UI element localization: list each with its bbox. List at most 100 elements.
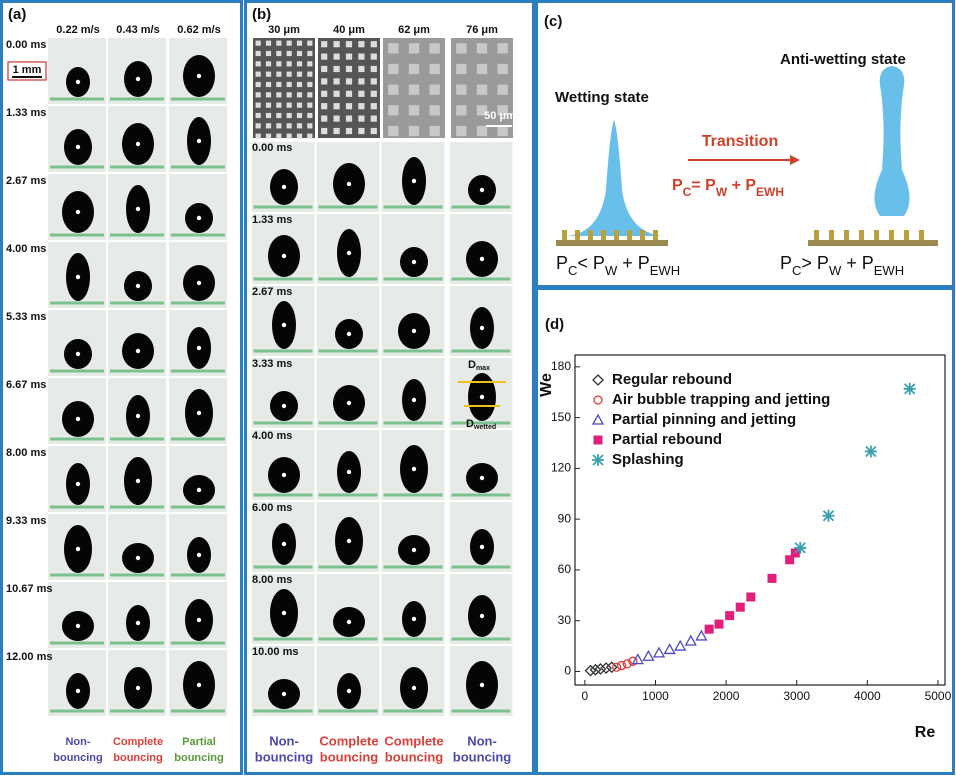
pillar	[321, 78, 327, 84]
pillar	[409, 105, 419, 115]
panel-b: (b)30 μm40 μm62 μm76 μm50 μm0.00 ms1.33 …	[246, 2, 534, 774]
droplet-highlight	[347, 182, 351, 186]
point	[736, 603, 745, 612]
pillar	[371, 128, 377, 134]
legend-label: Splashing	[612, 451, 684, 468]
outcome-label: bouncing	[385, 749, 444, 764]
pillar	[371, 103, 377, 109]
panel-label: (c)	[544, 13, 562, 30]
pillar	[334, 54, 340, 60]
droplet-highlight	[480, 188, 484, 192]
pillar	[321, 66, 327, 72]
time-label: 2.67 ms	[252, 286, 292, 298]
pillar	[287, 113, 292, 118]
time-label: 8.00 ms	[252, 574, 292, 586]
outcome-label: Complete	[384, 733, 443, 748]
droplet-highlight	[136, 556, 140, 560]
droplet-highlight	[480, 476, 484, 480]
dwetted-label-part: wetted	[473, 424, 496, 431]
pillar	[297, 51, 302, 56]
droplet-highlight	[76, 689, 80, 693]
transition-label: Transition	[702, 133, 778, 150]
droplet-highlight	[136, 414, 140, 418]
pillar	[358, 54, 364, 60]
pillar	[346, 41, 352, 47]
pillar	[307, 51, 312, 56]
pillar	[456, 105, 466, 115]
texture-image	[318, 38, 380, 138]
dmax-label-part: D	[468, 359, 476, 371]
pillar	[388, 64, 398, 74]
pillar	[287, 51, 292, 56]
y-tick-label: 90	[558, 511, 572, 525]
pillar	[287, 72, 292, 77]
pillar	[388, 85, 398, 95]
droplet-highlight	[136, 686, 140, 690]
pillar	[388, 43, 398, 53]
pillar	[256, 134, 261, 139]
point	[794, 542, 806, 554]
transition-condition-part: C	[683, 185, 692, 199]
pillar	[358, 116, 364, 122]
figure: (a)0.22 m/s0.43 m/s0.62 m/s0.00 ms1.33 m…	[0, 0, 956, 776]
pillar	[874, 230, 879, 240]
pillar	[358, 91, 364, 97]
time-label: 10.67 ms	[6, 583, 52, 595]
point	[865, 445, 877, 457]
droplet-highlight	[282, 323, 286, 327]
wetting-condition-part: W	[605, 263, 618, 278]
droplet-highlight	[480, 545, 484, 549]
point	[705, 625, 714, 634]
pillar	[409, 43, 419, 53]
pillar	[409, 126, 419, 136]
spacing-header: 30 μm	[268, 24, 300, 36]
droplet-highlight	[412, 617, 416, 621]
pillar	[307, 113, 312, 118]
pillar	[266, 51, 271, 56]
pillar	[297, 72, 302, 77]
pillar	[307, 82, 312, 87]
pillar	[297, 61, 302, 66]
pillar	[276, 82, 281, 87]
time-label: 1.33 ms	[6, 107, 46, 119]
pillar	[321, 103, 327, 109]
spacing-header: 62 μm	[398, 24, 430, 36]
droplet-highlight	[282, 185, 286, 189]
outcome-label: Non-	[467, 733, 497, 748]
pillar	[430, 85, 440, 95]
pillar	[346, 54, 352, 60]
droplet-highlight	[282, 254, 286, 258]
pillar	[276, 61, 281, 66]
wetting-condition-part: P	[556, 253, 568, 273]
pillar	[276, 113, 281, 118]
legend-label: Regular rebound	[612, 371, 732, 388]
time-label: 5.33 ms	[6, 311, 46, 323]
point	[768, 574, 777, 583]
y-tick-label: 180	[551, 359, 571, 373]
pillar	[334, 66, 340, 72]
pillar	[358, 103, 364, 109]
transition-condition-part: = P	[691, 177, 716, 194]
time-label: 4.00 ms	[252, 430, 292, 442]
legend-label: Partial pinning and jetting	[612, 411, 796, 428]
pillar	[430, 64, 440, 74]
droplet-highlight	[412, 467, 416, 471]
point	[725, 611, 734, 620]
droplet-highlight	[347, 539, 351, 543]
droplet-highlight	[412, 179, 416, 183]
pillar	[266, 113, 271, 118]
droplet-highlight	[480, 395, 484, 399]
legend-label: Air bubble trapping and jetting	[612, 391, 830, 408]
wetting-condition-part: C	[568, 263, 577, 278]
pillar	[321, 41, 327, 47]
droplet-highlight	[136, 284, 140, 288]
pillar	[814, 230, 819, 240]
pillar	[371, 78, 377, 84]
droplet-highlight	[197, 411, 201, 415]
time-label: 3.33 ms	[252, 358, 292, 370]
time-label: 0.00 ms	[6, 39, 46, 51]
dmax-label-part: max	[476, 365, 490, 372]
y-tick-label: 30	[558, 613, 572, 627]
droplet-highlight	[282, 404, 286, 408]
